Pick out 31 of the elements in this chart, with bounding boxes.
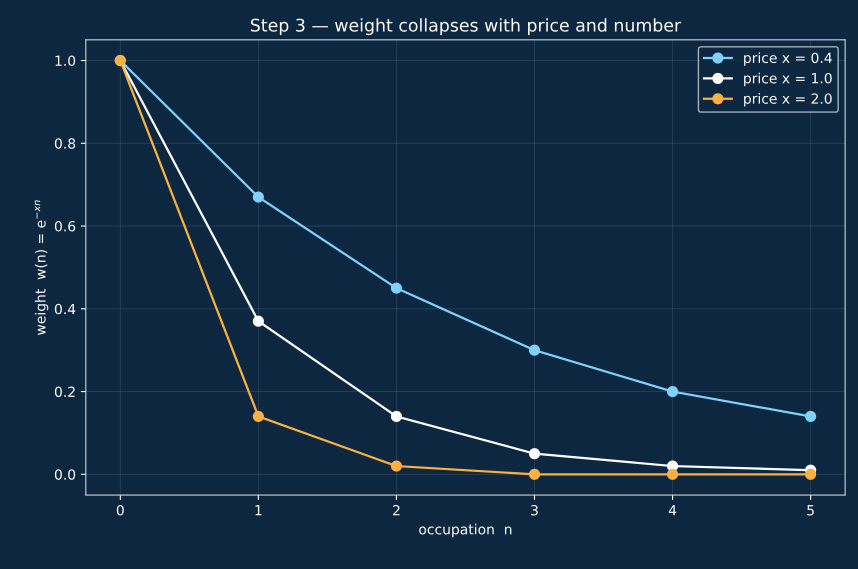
chart-title: Step 3 — weight collapses with price and number [250,18,682,36]
x-tick-label: 3 [531,504,538,516]
y-tick-label: 0.6 [54,221,76,232]
legend-label: price x = 0.4 [744,52,832,66]
point [390,282,402,294]
x-tick-label: 4 [668,505,676,516]
x-tick-label: 1 [255,505,262,516]
y-tick-label: 0.8 [54,138,76,149]
x-tick-label: 0 [116,504,124,516]
y-tick-label: 1.0 [56,55,76,66]
y-tick-label: 0.0 [54,469,76,480]
y-tick-label: 0.2 [54,386,75,398]
point [390,410,402,422]
point [252,316,264,327]
point [805,468,816,480]
point [252,410,264,422]
x-tick-label: 2 [393,504,400,516]
y-axis-title: weight w(n) = e$^{−xn}$ [34,200,48,335]
legend-label: price x = 1.0 [744,72,832,86]
point [528,468,540,480]
point [667,468,678,480]
point [528,448,540,460]
x-tick-label: 5 [807,505,814,516]
y-tick-label: 0.4 [54,304,76,314]
point [252,192,264,203]
point [390,460,402,472]
point [667,386,678,398]
point [805,410,816,422]
x-axis-title: occupation n [419,524,512,538]
legend-label: price x = 2.0 [744,93,832,107]
point [528,344,540,356]
